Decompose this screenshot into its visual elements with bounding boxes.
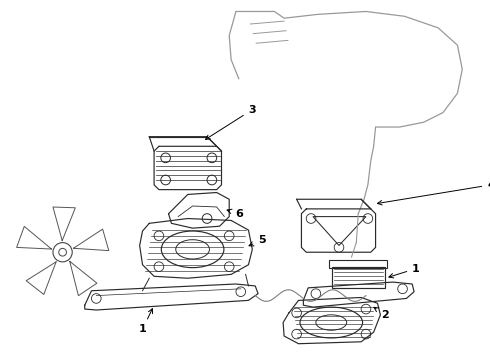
Text: 1: 1 bbox=[389, 264, 420, 278]
Text: 2: 2 bbox=[374, 307, 389, 320]
Text: 5: 5 bbox=[249, 235, 266, 246]
Text: 4: 4 bbox=[377, 180, 490, 205]
Bar bbox=[329, 260, 387, 267]
Text: 6: 6 bbox=[227, 209, 243, 219]
Text: 3: 3 bbox=[205, 105, 256, 139]
Text: 1: 1 bbox=[139, 309, 152, 334]
Bar bbox=[332, 267, 385, 288]
